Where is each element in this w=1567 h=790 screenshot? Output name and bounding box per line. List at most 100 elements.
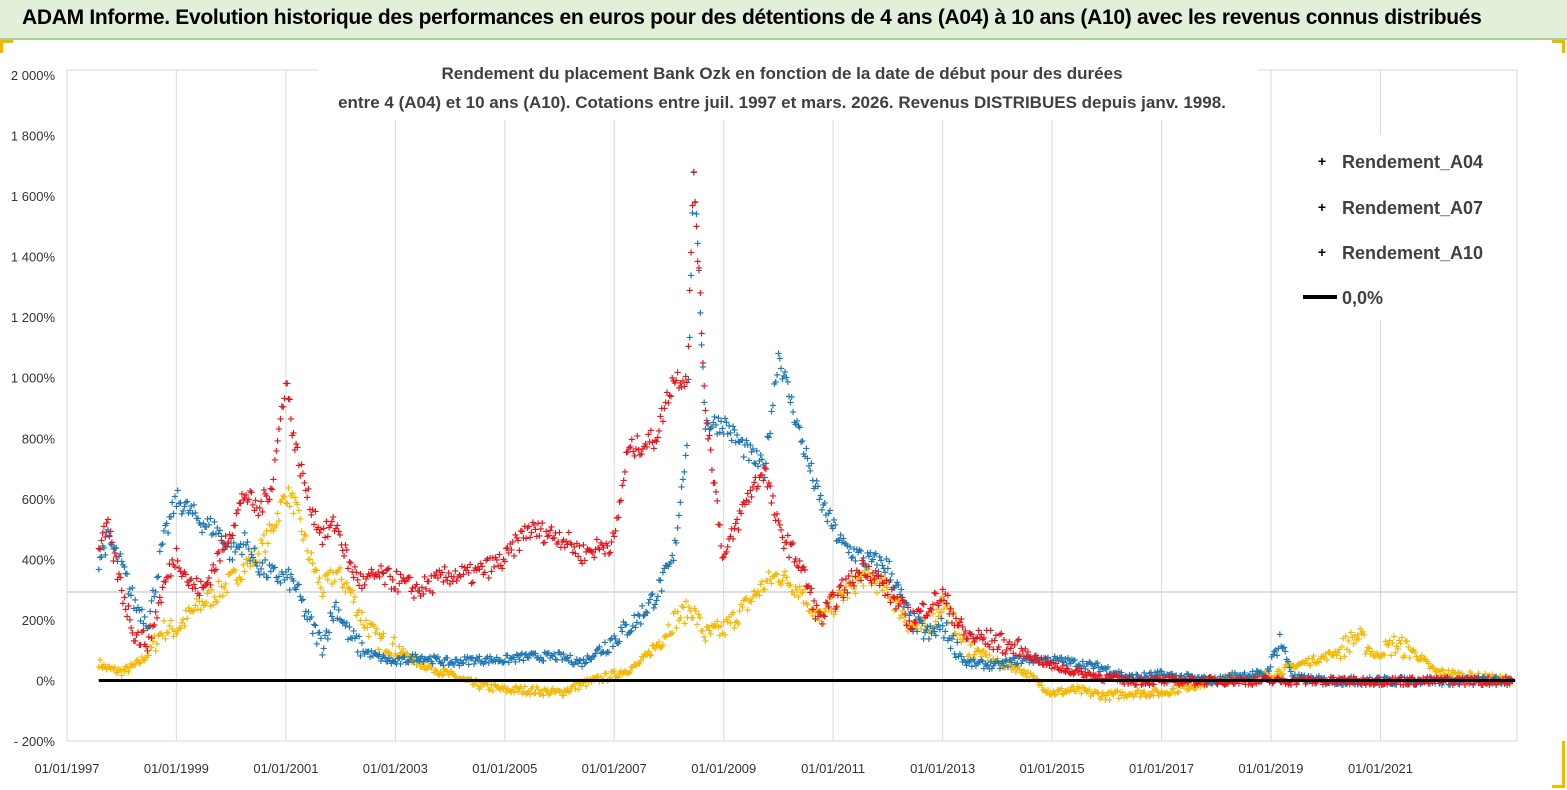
data-point-a07: + (682, 450, 690, 461)
data-point-a07: + (680, 467, 688, 478)
data-point-a07: + (322, 626, 330, 637)
data-point-a04: + (601, 669, 609, 680)
data-point-a07: + (226, 555, 234, 566)
data-point-a04: + (182, 605, 190, 616)
data-point-a07: + (203, 514, 211, 525)
data-point-a04: + (1394, 644, 1402, 655)
data-point-a04: + (150, 631, 158, 642)
data-point-a04: + (926, 626, 934, 637)
data-point-a04: + (703, 622, 711, 633)
data-point-a07: + (232, 542, 240, 553)
data-point-a04: + (1088, 689, 1096, 700)
data-point-a04: + (1452, 673, 1460, 684)
data-point-a04: + (147, 643, 155, 654)
data-point-a04: + (156, 629, 164, 640)
data-point-a04: + (1280, 663, 1288, 674)
data-point-a04: + (164, 628, 172, 639)
data-point-a04: + (171, 627, 179, 638)
data-point-a07: + (174, 485, 182, 496)
data-point-a04: + (154, 631, 162, 642)
data-point-a10: + (273, 436, 281, 447)
data-point-a07: + (415, 656, 423, 667)
data-point-a04: + (923, 622, 931, 633)
data-point-a04: + (1049, 687, 1057, 698)
data-point-a04: + (371, 628, 379, 639)
data-point-a04: + (485, 685, 493, 696)
data-point-a04: + (395, 642, 403, 653)
data-point-a04: + (936, 608, 944, 619)
data-point-a04: + (934, 611, 942, 622)
data-point-a04: + (1373, 648, 1381, 659)
x-tick-label: 01/01/2005 (472, 761, 537, 776)
data-point-a04: + (1272, 672, 1280, 683)
data-point-a04: + (205, 586, 213, 597)
data-point-a04: + (1075, 684, 1083, 695)
data-point-a04: + (611, 671, 619, 682)
data-point-a04: + (434, 670, 442, 681)
data-point-a10: + (708, 465, 716, 476)
data-point-a07: + (300, 611, 308, 622)
data-point-a04: + (1128, 689, 1136, 700)
data-point-a04: + (1309, 651, 1317, 662)
data-point-a07: + (224, 539, 232, 550)
data-point-a07: + (320, 644, 328, 655)
data-point-a04: + (1384, 640, 1392, 651)
data-point-a07: + (454, 658, 462, 669)
data-point-a04: + (203, 588, 211, 599)
data-point-a04: + (890, 605, 898, 616)
data-point-a04: + (108, 663, 116, 674)
data-point-a04: + (450, 670, 458, 681)
x-tick-label: 01/01/2013 (910, 761, 975, 776)
data-point-a07: + (158, 539, 166, 550)
data-point-a04: + (295, 505, 303, 516)
data-point-a04: + (694, 609, 702, 620)
data-point-a07: + (410, 657, 418, 668)
data-point-a07: + (187, 501, 195, 512)
data-point-a04: + (1113, 686, 1121, 697)
data-point-a10: + (697, 329, 705, 340)
data-point-a04: + (132, 656, 140, 667)
data-point-a07: + (209, 528, 217, 539)
data-point-a04: + (377, 633, 385, 644)
data-point-a07: + (228, 555, 236, 566)
y-tick-label: 400% (22, 552, 56, 567)
data-point-a10: + (832, 602, 840, 613)
data-point-a07: + (330, 602, 338, 613)
data-point-a04: + (567, 682, 575, 693)
data-point-a07: + (438, 658, 446, 669)
data-point-a04: + (220, 583, 228, 594)
data-point-a04: + (529, 682, 537, 693)
data-point-a04: + (1403, 637, 1411, 648)
data-point-a04: + (973, 644, 981, 655)
data-point-a04: + (644, 647, 652, 658)
data-point-a04: + (447, 667, 455, 678)
data-point-a07: + (379, 651, 387, 662)
data-point-a04: + (1269, 672, 1277, 683)
data-point-a07: + (807, 459, 815, 470)
data-point-a07: + (246, 556, 254, 567)
data-point-a10: + (428, 588, 436, 599)
data-point-a04: + (406, 653, 414, 664)
data-point-a04: + (1188, 682, 1196, 693)
data-point-a04: + (1350, 639, 1358, 650)
data-point-a04: + (943, 599, 951, 610)
data-point-a04: + (1208, 680, 1216, 691)
data-point-a04: + (329, 568, 337, 579)
data-point-a07: + (287, 569, 295, 580)
data-point-a04: + (299, 535, 307, 546)
data-point-a07: + (99, 541, 107, 552)
data-point-a04: + (843, 593, 851, 604)
data-point-a04: + (1111, 687, 1119, 698)
data-point-a07: + (169, 509, 177, 520)
data-point-a04: + (201, 600, 209, 611)
data-point-a04: + (896, 613, 904, 624)
data-point-a07: + (141, 612, 149, 623)
data-point-a04: + (113, 667, 121, 678)
data-point-a04: + (1395, 636, 1403, 647)
data-point-a04: + (675, 616, 683, 627)
data-point-a04: + (275, 516, 283, 527)
data-point-a04: + (311, 564, 319, 575)
data-point-a07: + (257, 564, 265, 575)
data-point-a04: + (870, 575, 878, 586)
data-point-a04: + (1127, 690, 1135, 701)
